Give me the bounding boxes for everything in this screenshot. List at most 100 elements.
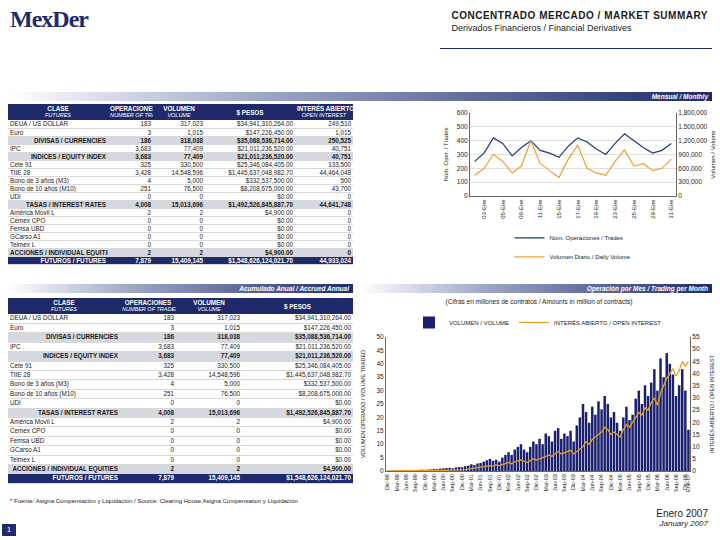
svg-text:INTERÉS ABIERTO / OPEN INTERES: INTERÉS ABIERTO / OPEN INTEREST bbox=[554, 320, 661, 326]
svg-text:1,800,000: 1,800,000 bbox=[678, 109, 707, 116]
svg-text:40: 40 bbox=[692, 370, 700, 377]
svg-text:Jun-01: Jun-01 bbox=[477, 474, 483, 491]
svg-text:Dic-02: Dic-02 bbox=[533, 474, 539, 490]
svg-text:300,000: 300,000 bbox=[678, 178, 702, 185]
svg-text:Jun-06: Jun-06 bbox=[664, 474, 670, 491]
svg-text:Mar-99: Mar-99 bbox=[394, 474, 400, 491]
svg-text:Dic-05: Dic-05 bbox=[645, 474, 651, 490]
html-text:Enero 2007: Enero 2007 bbox=[656, 508, 708, 519]
html-text:$ PESOS: $ PESOS bbox=[236, 108, 264, 116]
svg-text:Volumen Diario / Daily Volume: Volumen Diario / Daily Volume bbox=[550, 254, 631, 260]
svg-text:0: 0 bbox=[692, 467, 696, 474]
svg-text:10: 10 bbox=[376, 440, 384, 447]
svg-text:200: 200 bbox=[457, 165, 468, 172]
svg-text:400: 400 bbox=[457, 137, 468, 144]
svg-text:Dic-99: Dic-99 bbox=[422, 474, 428, 490]
svg-text:1,200,000: 1,200,000 bbox=[678, 137, 707, 144]
svg-text:Jun-04: Jun-04 bbox=[589, 474, 595, 491]
svg-text:Mar-01: Mar-01 bbox=[468, 474, 474, 491]
svg-text:10: 10 bbox=[692, 443, 700, 450]
svg-text:5: 5 bbox=[380, 454, 384, 461]
svg-text:Sep-03: Sep-03 bbox=[561, 474, 567, 492]
svg-text:Sep-04: Sep-04 bbox=[598, 474, 604, 492]
svg-text:20: 20 bbox=[692, 419, 700, 426]
svg-text:Sep-02: Sep-02 bbox=[524, 474, 530, 492]
html-text:CONCENTRADO MERCADO / MARKET S: CONCENTRADO MERCADO / MARKET SUMMARY bbox=[451, 10, 708, 21]
html-text:January 2007: January 2007 bbox=[659, 519, 708, 528]
svg-text:03-Ene: 03-Ene bbox=[481, 199, 487, 219]
svg-text:05-Ene: 05-Ene bbox=[500, 199, 506, 219]
svg-text:45: 45 bbox=[692, 358, 700, 365]
svg-text:300: 300 bbox=[457, 151, 468, 158]
svg-text:Volumen / Volume: Volumen / Volume bbox=[710, 130, 716, 179]
svg-text:50: 50 bbox=[692, 345, 700, 352]
svg-text:Jun-00: Jun-00 bbox=[440, 474, 446, 491]
svg-text:25-Ene: 25-Ene bbox=[631, 199, 637, 219]
html-text:MexDer: MexDer bbox=[10, 6, 88, 32]
svg-text:45: 45 bbox=[376, 347, 384, 354]
svg-text:600: 600 bbox=[457, 109, 468, 116]
html-text:Derivados Financieros / Financ: Derivados Financieros / Financial Deriva… bbox=[451, 23, 632, 33]
svg-text:Jun-03: Jun-03 bbox=[552, 474, 558, 491]
svg-text:15: 15 bbox=[692, 431, 700, 438]
svg-text:0: 0 bbox=[380, 467, 384, 474]
svg-text:VOLUMEN OPERADO / VOLUME TRADE: VOLUMEN OPERADO / VOLUME TRADED bbox=[360, 350, 366, 458]
svg-text:Mar-06: Mar-06 bbox=[654, 474, 660, 491]
svg-text:29-Ene: 29-Ene bbox=[650, 199, 656, 219]
svg-text:0: 0 bbox=[464, 192, 468, 199]
svg-text:Mar-02: Mar-02 bbox=[505, 474, 511, 491]
svg-text:Mar-03: Mar-03 bbox=[543, 474, 549, 491]
svg-text:30: 30 bbox=[692, 394, 700, 401]
html-text:183: 183 bbox=[140, 120, 151, 128]
svg-text:Mar-00: Mar-00 bbox=[431, 474, 437, 491]
svg-text:Dic-98: Dic-98 bbox=[384, 474, 390, 490]
svg-text:(Cifras en millones de contrat: (Cifras en millones de contratos / Amoun… bbox=[446, 298, 633, 306]
svg-text:Núm. Operaciones / Trades: Núm. Operaciones / Trades bbox=[550, 235, 623, 241]
svg-text:20: 20 bbox=[376, 414, 384, 421]
svg-text:09-Ene: 09-Ene bbox=[518, 199, 524, 219]
svg-text:Dic-06: Dic-06 bbox=[682, 474, 688, 490]
svg-text:0: 0 bbox=[678, 192, 682, 199]
svg-text:35: 35 bbox=[692, 382, 700, 389]
svg-text:Sep-99: Sep-99 bbox=[412, 474, 418, 492]
svg-text:900,000: 900,000 bbox=[678, 151, 702, 158]
svg-text:31-Ene: 31-Ene bbox=[668, 199, 674, 219]
svg-text:Sep-00: Sep-00 bbox=[449, 474, 455, 492]
svg-text:5: 5 bbox=[692, 455, 696, 462]
svg-text:Mar-05: Mar-05 bbox=[617, 474, 623, 491]
svg-text:600,000: 600,000 bbox=[678, 165, 702, 172]
svg-text:VOLUMEN / VOLUME: VOLUMEN / VOLUME bbox=[449, 320, 509, 326]
svg-text:500: 500 bbox=[457, 123, 468, 130]
svg-text:15: 15 bbox=[376, 427, 384, 434]
svg-text:Dic-01: Dic-01 bbox=[496, 474, 502, 490]
svg-text:50: 50 bbox=[376, 333, 384, 340]
svg-text:Ene-07: Ene-07 bbox=[685, 474, 691, 492]
svg-text:Jun-02: Jun-02 bbox=[515, 474, 521, 491]
svg-text:25: 25 bbox=[376, 400, 384, 407]
svg-text:15-Ene: 15-Ene bbox=[556, 199, 562, 219]
html-text:DEUA / US DOLLAR: DEUA / US DOLLAR bbox=[10, 120, 69, 128]
svg-text:17-Ene: 17-Ene bbox=[575, 199, 581, 219]
svg-text:Jun-99: Jun-99 bbox=[403, 474, 409, 491]
svg-text:35: 35 bbox=[376, 373, 384, 380]
svg-text:55: 55 bbox=[692, 333, 700, 340]
svg-text:Mar-04: Mar-04 bbox=[580, 474, 586, 491]
svg-text:25: 25 bbox=[692, 406, 700, 413]
svg-text:Sep-05: Sep-05 bbox=[636, 474, 642, 492]
html-text:317,023: 317,023 bbox=[180, 120, 203, 128]
svg-text:1,500,000: 1,500,000 bbox=[678, 123, 707, 130]
svg-text:Dic-04: Dic-04 bbox=[608, 474, 614, 490]
svg-text:Sep-01: Sep-01 bbox=[487, 474, 493, 492]
svg-text:30: 30 bbox=[376, 387, 384, 394]
svg-text:19-Ene: 19-Ene bbox=[593, 199, 599, 219]
svg-text:Dic-03: Dic-03 bbox=[570, 474, 576, 490]
svg-text:Núm. Oper. / Trades: Núm. Oper. / Trades bbox=[443, 127, 449, 181]
svg-text:Jun-05: Jun-05 bbox=[626, 474, 632, 491]
svg-text:40: 40 bbox=[376, 360, 384, 367]
svg-text:Dic-00: Dic-00 bbox=[459, 474, 465, 490]
svg-text:23-Ene: 23-Ene bbox=[612, 199, 618, 219]
svg-text:11-Ene: 11-Ene bbox=[537, 199, 543, 219]
svg-text:100: 100 bbox=[457, 178, 468, 185]
svg-text:Sep-06: Sep-06 bbox=[673, 474, 679, 492]
svg-text:INTERÉS ABIERTO / OPEN INTERES: INTERÉS ABIERTO / OPEN INTEREST bbox=[709, 354, 715, 453]
